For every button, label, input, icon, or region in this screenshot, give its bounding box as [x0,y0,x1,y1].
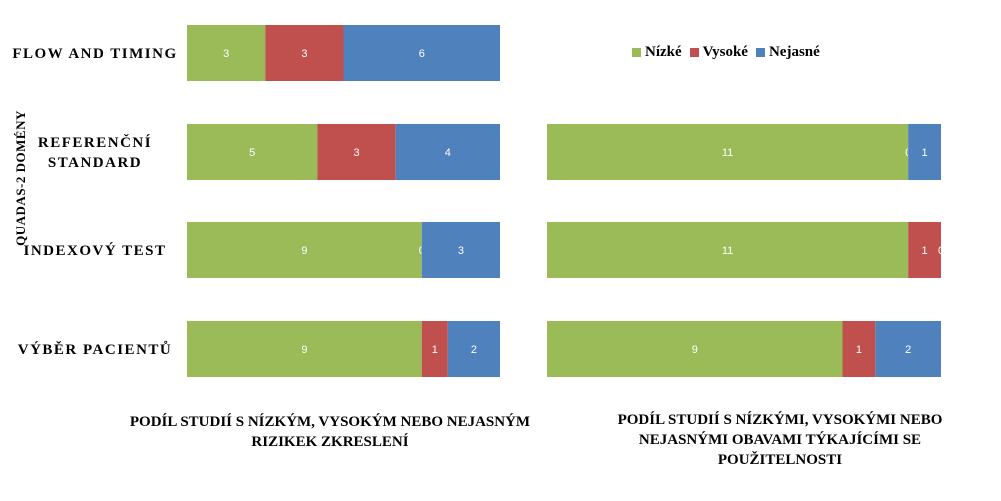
data-label-right-indexovy-test-vysoke: 1 [922,245,928,257]
bar-left-vyber-pacientu-vysoke [421,321,448,377]
legend: Nízké Vysoké Nejasné [632,44,828,61]
legend-item-high: Vysoké [689,44,748,61]
legend-label-high: Vysoké [702,44,748,60]
data-label-left-referencni-standard-nejasne: 4 [445,147,451,159]
bar-right-vyber-pacientu-vysoke [842,321,876,377]
chart-title-right-line-1: PODÍL STUDIÍ S NÍZKÝMI, VYSOKÝMI NEBO [617,412,943,428]
legend-label-low: Nízké [645,44,682,60]
legend-item-unclear: Nejasné [755,44,820,61]
bar-right-referencni-standard-nizke [547,124,909,180]
bar-left-referencni-standard-nizke [187,124,318,180]
category-label-indexovy-test: INDEXOVÝ TEST [23,242,166,259]
chart-title-left-line-2: RIZIKEK ZKRESLENÍ [251,434,409,450]
data-label-right-vyber-pacientu-nejasne: 2 [905,344,911,356]
bar-left-vyber-pacientu-nejasne [447,321,500,377]
data-label-left-indexovy-test-nizke: 9 [301,245,307,257]
data-label-left-vyber-pacientu-vysoke: 1 [432,344,438,356]
legend-swatch-low [632,48,641,57]
category-label-standard: STANDARD [48,155,142,171]
category-label-referencni: REFERENČNÍ [38,134,152,151]
data-label-right-vyber-pacientu-vysoke: 1 [856,344,862,356]
data-label-left-flow-and-timing-nizke: 3 [223,48,229,60]
chart-title-right-line-2: NEJASNÝMI OBAVAMI TÝKAJÍCÍMI SE [638,432,922,448]
bar-right-vyber-pacientu-nizke [547,321,843,377]
data-label-right-indexovy-test-nizke: 11 [722,245,733,257]
data-label-left-indexovy-test-nejasne: 3 [458,245,464,257]
chart-title-right: PODÍL STUDIÍ S NÍZKÝMI, VYSOKÝMI NEBO NE… [590,410,970,470]
bar-left-indexovy-test-nejasne [421,222,500,278]
category-label-vyber-pacientu: VÝBĚR PACIENTŮ [18,341,172,358]
data-label-left-referencni-standard-vysoke: 3 [353,147,359,159]
data-label-right-referencni-standard-nizke: 11 [722,147,733,159]
data-label-left-vyber-pacientu-nejasne: 2 [471,344,477,356]
legend-label-unclear: Nejasné [768,44,820,60]
y-axis-label: QUADAS-2 DOMÉNY [13,110,28,246]
bar-left-referencni-standard-nejasne [395,124,500,180]
bar-right-referencni-standard-nejasne [908,124,941,180]
data-label-left-referencni-standard-nizke: 5 [249,147,255,159]
bar-left-referencni-standard-vysoke [317,124,396,180]
bar-right-vyber-pacientu-nejasne [875,321,941,377]
data-label-right-indexovy-test-nejasne: 0 [938,245,944,257]
bar-left-indexovy-test-nizke [187,222,422,278]
bar-right-indexovy-test-nizke [547,222,909,278]
legend-swatch-unclear [755,48,765,57]
bar-left-flow-and-timing-nejasne [343,25,500,81]
chart-title-left: PODÍL STUDIÍ S NÍZKÝM, VYSOKÝM NEBO NEJA… [100,412,560,452]
data-label-left-vyber-pacientu-nizke: 9 [301,344,307,356]
chart-title-left-line-1: PODÍL STUDIÍ S NÍZKÝM, VYSOKÝM NEBO NEJA… [129,414,531,430]
category-label-flow-and-timing: FLOW AND TIMING [12,46,177,62]
bar-left-vyber-pacientu-nizke [187,321,422,377]
chart-title-right-line-3: POUŽITELNOSTI [717,452,843,468]
bar-right-indexovy-test-vysoke [908,222,941,278]
data-label-left-flow-and-timing-nejasne: 6 [419,48,425,60]
data-label-left-flow-and-timing-vysoke: 3 [301,48,307,60]
legend-item-low: Nízké [632,44,682,61]
legend-swatch-high [689,48,699,57]
bar-left-flow-and-timing-vysoke [265,25,344,81]
bar-left-flow-and-timing-nizke [187,25,266,81]
data-label-right-vyber-pacientu-nizke: 9 [692,344,698,356]
data-label-right-referencni-standard-nejasne: 1 [922,147,928,159]
